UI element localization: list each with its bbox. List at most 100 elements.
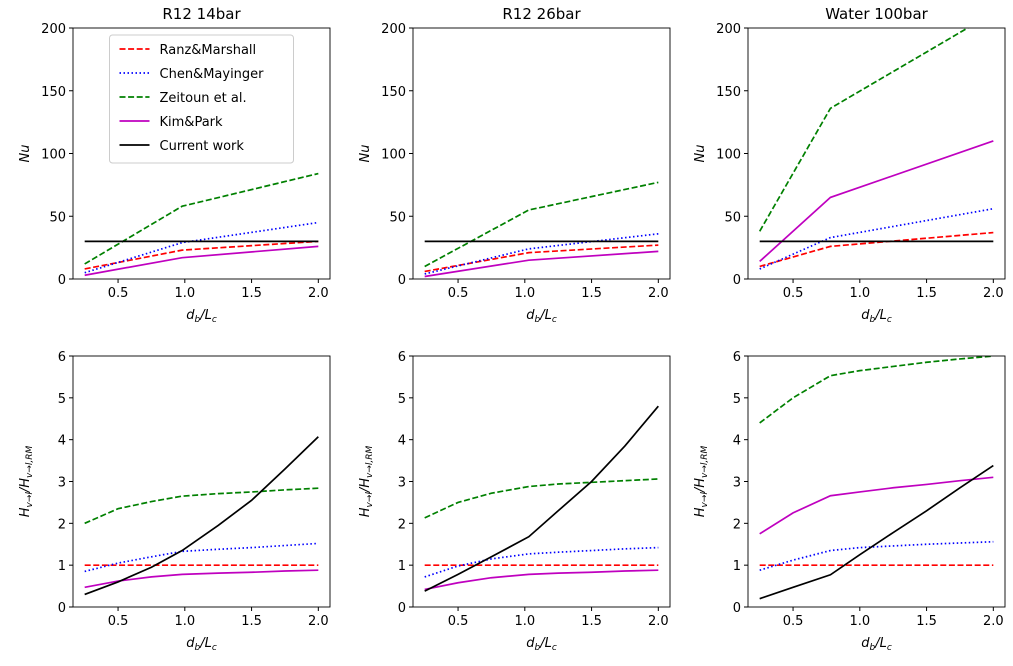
series-line	[759, 140, 994, 263]
y-tick-label: 5	[733, 392, 741, 407]
y-tick-label: 100	[381, 148, 406, 163]
y-tick-label: 2	[733, 517, 741, 532]
x-tick-label: 2.0	[983, 614, 1004, 629]
x-tick-label: 1.5	[581, 614, 602, 629]
x-tick-label: 0.5	[108, 614, 129, 629]
x-tick-label: 2.0	[308, 286, 329, 301]
x-tick-label: 0.5	[783, 286, 804, 301]
y-tick-label: 1	[58, 559, 66, 574]
x-tick-label: 1.5	[916, 286, 937, 301]
y-tick-label: 100	[716, 148, 741, 163]
axes-frame	[412, 355, 671, 608]
y-tick-label: 50	[49, 210, 66, 225]
series-line	[424, 250, 659, 278]
y-tick-label: 6	[58, 350, 66, 365]
x-axis-label: db/Lc	[526, 636, 557, 653]
x-axis-label-part: c	[552, 643, 557, 653]
x-axis-label-part: b	[534, 643, 540, 653]
series-line	[759, 464, 994, 600]
x-axis-label-part: d	[186, 308, 195, 323]
y-axis-label: Nu	[358, 145, 373, 163]
legend-label: Kim&Park	[160, 115, 224, 130]
x-axis-label-part: /L	[199, 308, 212, 323]
plot-area	[759, 356, 994, 600]
y-tick-label: 4	[398, 434, 406, 449]
series-line	[84, 240, 319, 270]
legend-label: Zeitoun et al.	[160, 91, 247, 106]
y-tick-label: 5	[58, 392, 66, 407]
x-axis-label-part: d	[526, 308, 535, 323]
x-tick-label: 0.5	[448, 286, 469, 301]
y-axis-label: Nu	[18, 145, 33, 163]
y-tick-label: 2	[398, 517, 406, 532]
y-axis-label-part: v→l,RM	[700, 445, 710, 477]
x-tick-label: 1.0	[849, 286, 870, 301]
series-line	[424, 181, 659, 268]
x-axis-label-part: /L	[539, 308, 552, 323]
x-axis-label-part: /L	[539, 636, 552, 651]
series-line	[84, 221, 319, 274]
y-tick-label: 0	[733, 273, 741, 288]
plot-area	[84, 172, 319, 277]
series-line	[759, 356, 994, 424]
series-line	[84, 487, 319, 525]
y-axis-label-part: Nu	[358, 145, 373, 163]
x-tick-label: 1.5	[241, 286, 262, 301]
y-axis-label-part: v→l	[25, 492, 35, 508]
subplot-title: R12 26bar	[502, 5, 581, 23]
y-tick-label: 200	[716, 22, 741, 37]
x-axis-label-part: c	[887, 315, 892, 325]
series-line	[758, 28, 970, 232]
plot-area	[424, 181, 659, 278]
y-tick-label: 4	[58, 434, 66, 449]
y-axis-label-part: Nu	[18, 145, 33, 163]
x-tick-label: 1.0	[514, 286, 535, 301]
x-axis-label: db/Lc	[861, 308, 892, 325]
y-axis-label: Hv→l/Hv→l,RM	[693, 445, 710, 517]
y-tick-label: 150	[716, 85, 741, 100]
x-axis-label-part: /L	[874, 636, 887, 651]
series-line	[84, 172, 319, 265]
y-tick-label: 0	[398, 601, 406, 616]
x-axis-label-part: b	[194, 315, 200, 325]
series-line	[759, 540, 994, 572]
x-axis-label: db/Lc	[186, 308, 217, 325]
x-tick-label: 1.5	[241, 614, 262, 629]
y-axis-label-part: /H	[693, 478, 708, 493]
x-tick-label: 2.0	[648, 286, 669, 301]
series-line	[759, 476, 994, 535]
y-axis-label-part: Nu	[693, 145, 708, 163]
y-tick-label: 5	[398, 392, 406, 407]
x-axis-label-part: d	[186, 636, 195, 651]
x-tick-label: 1.5	[916, 614, 937, 629]
y-axis-label-part: H	[18, 507, 33, 517]
series-line	[84, 436, 319, 596]
y-tick-label: 0	[398, 273, 406, 288]
plot-area	[424, 405, 659, 592]
y-axis-label-part: v→l	[365, 492, 375, 508]
series-line	[759, 231, 994, 268]
x-tick-label: 0.5	[783, 614, 804, 629]
y-tick-label: 150	[41, 85, 66, 100]
y-tick-label: 0	[58, 601, 66, 616]
y-axis-label-part: H	[693, 507, 708, 517]
y-axis-label: Nu	[693, 145, 708, 163]
x-axis-label-part: d	[861, 636, 870, 651]
y-axis-label-part: /H	[358, 478, 373, 493]
y-axis-label: Hv→l/Hv→l,RM	[358, 445, 375, 517]
x-axis-label-part: b	[194, 643, 200, 653]
y-tick-label: 4	[733, 434, 741, 449]
y-tick-label: 6	[398, 350, 406, 365]
x-axis-label: db/Lc	[526, 308, 557, 325]
x-tick-label: 1.0	[174, 614, 195, 629]
y-tick-label: 0	[733, 601, 741, 616]
legend-label: Ranz&Marshall	[160, 43, 257, 58]
x-axis-label-part: /L	[874, 308, 887, 323]
y-tick-label: 3	[733, 476, 741, 491]
series-line	[84, 569, 319, 589]
x-tick-label: 1.0	[514, 614, 535, 629]
y-axis-label-part: v→l	[700, 492, 710, 508]
x-axis-label-part: c	[552, 315, 557, 325]
y-axis-label-part: /H	[18, 478, 33, 493]
y-axis-label: Hv→l/Hv→l,RM	[18, 445, 35, 517]
